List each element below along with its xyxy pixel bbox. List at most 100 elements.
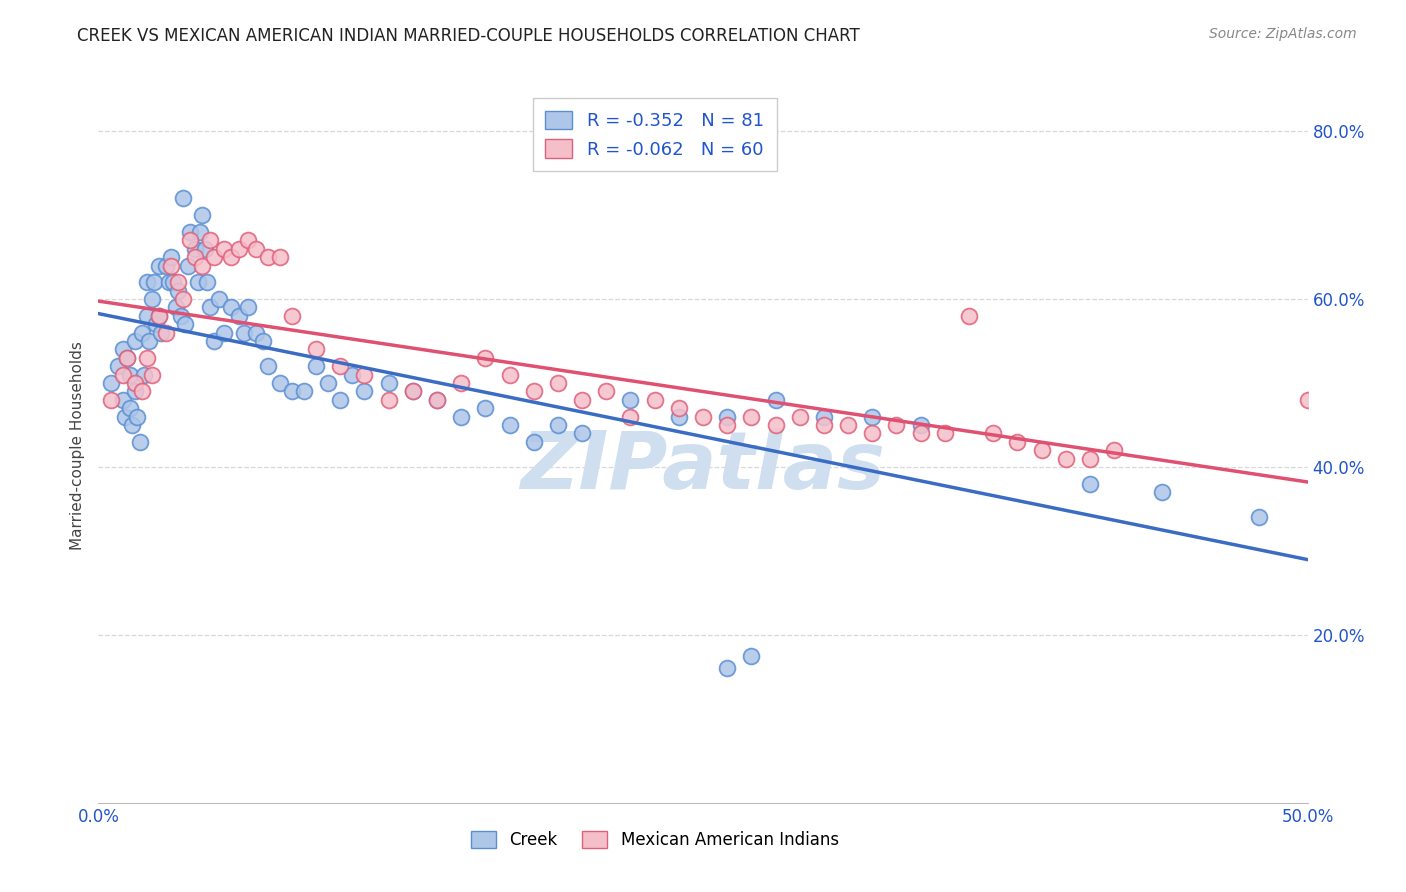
Point	[934, 426, 956, 441]
Point	[135, 309, 157, 323]
Text: ZIPatlas: ZIPatlas	[520, 428, 886, 507]
Point	[208, 292, 231, 306]
Point	[221, 301, 243, 315]
Point	[117, 351, 139, 365]
Point	[1007, 434, 1029, 449]
Point	[1249, 510, 1271, 524]
Point	[179, 225, 201, 239]
Point	[131, 326, 153, 340]
Point	[121, 417, 143, 432]
Point	[595, 384, 617, 399]
Point	[127, 409, 149, 424]
Point	[117, 351, 139, 365]
Point	[886, 417, 908, 432]
Point	[1078, 451, 1101, 466]
Point	[107, 359, 129, 374]
Point	[281, 384, 304, 399]
Point	[316, 376, 339, 390]
Point	[118, 368, 141, 382]
Point	[111, 392, 134, 407]
Point	[765, 392, 787, 407]
Point	[148, 309, 170, 323]
Point	[692, 409, 714, 424]
Point	[131, 384, 153, 399]
Point	[160, 250, 183, 264]
Point	[198, 301, 221, 315]
Point	[547, 417, 569, 432]
Point	[571, 426, 593, 441]
Point	[162, 275, 184, 289]
Point	[148, 309, 170, 323]
Point	[450, 376, 472, 390]
Point	[571, 392, 593, 407]
Point	[198, 233, 221, 247]
Point	[498, 417, 520, 432]
Point	[194, 242, 217, 256]
Point	[134, 368, 156, 382]
Point	[165, 301, 187, 315]
Point	[860, 426, 883, 441]
Point	[269, 250, 291, 264]
Point	[111, 343, 134, 357]
Point	[187, 275, 209, 289]
Point	[124, 334, 146, 348]
Point	[281, 309, 304, 323]
Point	[167, 275, 190, 289]
Point	[716, 417, 738, 432]
Point	[547, 376, 569, 390]
Point	[910, 426, 932, 441]
Point	[204, 334, 226, 348]
Point	[619, 409, 641, 424]
Point	[474, 401, 496, 416]
Point	[232, 326, 254, 340]
Point	[716, 661, 738, 675]
Point	[837, 417, 859, 432]
Point	[1031, 443, 1053, 458]
Point	[668, 409, 690, 424]
Y-axis label: Married-couple Households: Married-couple Households	[69, 342, 84, 550]
Point	[100, 376, 122, 390]
Point	[305, 359, 328, 374]
Point	[957, 309, 980, 323]
Point	[188, 225, 211, 239]
Point	[256, 359, 278, 374]
Point	[1078, 476, 1101, 491]
Point	[426, 392, 449, 407]
Point	[184, 250, 207, 264]
Point	[138, 334, 160, 348]
Point	[143, 275, 166, 289]
Point	[860, 409, 883, 424]
Point	[135, 351, 157, 365]
Point	[124, 376, 146, 390]
Point	[668, 401, 690, 416]
Point	[353, 384, 375, 399]
Point	[644, 392, 666, 407]
Point	[252, 334, 274, 348]
Point	[100, 392, 122, 407]
Point	[813, 417, 835, 432]
Point	[910, 417, 932, 432]
Point	[981, 426, 1004, 441]
Point	[111, 368, 134, 382]
Point	[148, 259, 170, 273]
Point	[245, 242, 267, 256]
Point	[174, 318, 197, 332]
Point	[402, 384, 425, 399]
Point	[377, 392, 399, 407]
Point	[1296, 392, 1319, 407]
Point	[212, 242, 235, 256]
Point	[118, 401, 141, 416]
Text: CREEK VS MEXICAN AMERICAN INDIAN MARRIED-COUPLE HOUSEHOLDS CORRELATION CHART: CREEK VS MEXICAN AMERICAN INDIAN MARRIED…	[77, 27, 860, 45]
Point	[245, 326, 267, 340]
Point	[191, 259, 214, 273]
Point	[169, 309, 191, 323]
Point	[177, 259, 200, 273]
Point	[342, 368, 364, 382]
Point	[716, 409, 738, 424]
Point	[305, 343, 328, 357]
Point	[124, 384, 146, 399]
Point	[353, 368, 375, 382]
Point	[474, 351, 496, 365]
Point	[498, 368, 520, 382]
Point	[523, 384, 546, 399]
